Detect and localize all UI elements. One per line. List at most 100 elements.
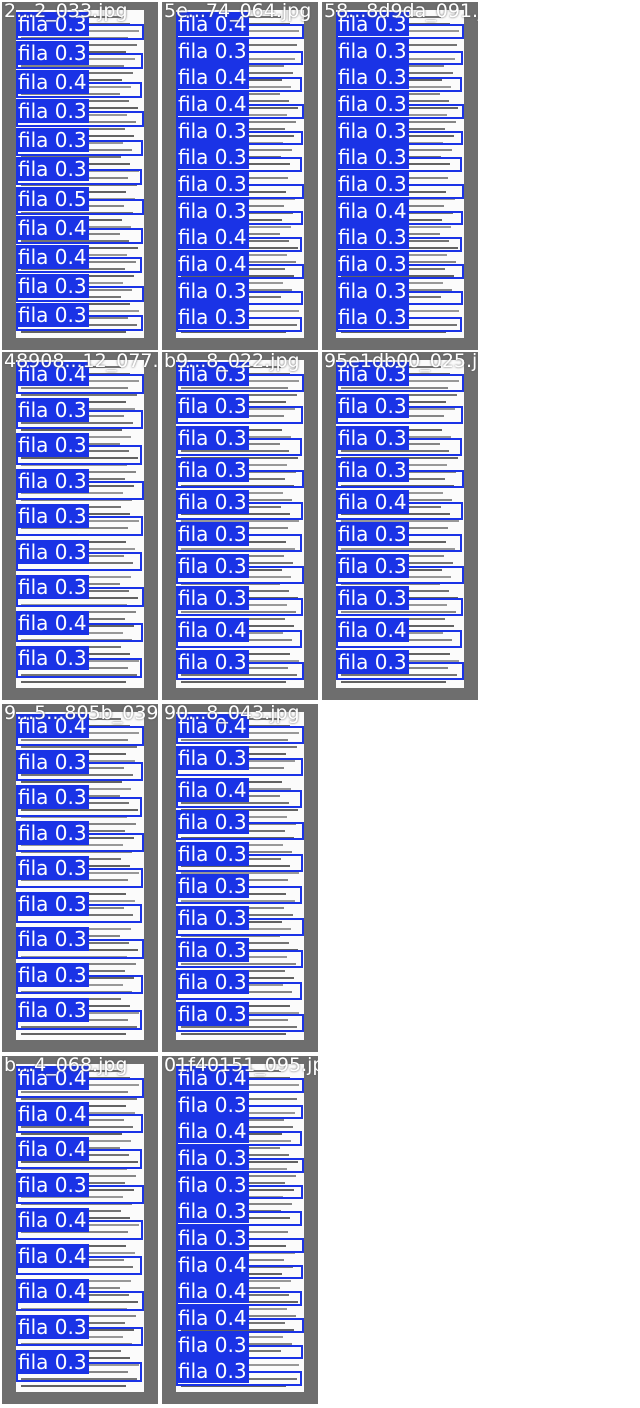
detection-label: fila 0.3 bbox=[16, 820, 89, 845]
detection-label: fila 0.3 bbox=[16, 749, 89, 774]
text-line bbox=[341, 548, 455, 550]
text-line bbox=[181, 275, 294, 277]
text-line bbox=[341, 387, 448, 389]
text-line bbox=[21, 1343, 132, 1345]
detection-label: fila 0.3 bbox=[336, 118, 409, 143]
detection-label: fila 0.3 bbox=[16, 998, 89, 1023]
detection-label: fila 0.3 bbox=[176, 586, 249, 610]
detection-label: fila 0.3 bbox=[16, 504, 89, 529]
text-line bbox=[21, 429, 122, 431]
text-line bbox=[181, 1385, 286, 1387]
text-line bbox=[21, 774, 133, 776]
detection-label: fila 0.3 bbox=[176, 746, 249, 770]
detection-label: fila 0.3 bbox=[336, 65, 409, 90]
image-tile: fila 0.3 fila 0.3 fila 0.3 fila 0.3 fila 0.3… bbox=[162, 352, 318, 700]
text-line bbox=[21, 240, 129, 242]
detection-label: fila 0.3 bbox=[336, 278, 409, 303]
detection-label: fila 0.3 bbox=[176, 1332, 249, 1357]
text-line bbox=[341, 583, 440, 585]
text-line bbox=[21, 422, 133, 424]
detection-label: fila 0.4 bbox=[16, 1137, 89, 1162]
text-line bbox=[341, 520, 459, 522]
detection-label: fila 0.4 bbox=[176, 1306, 249, 1330]
text-line bbox=[21, 387, 128, 389]
detection-label: fila 0.3 bbox=[16, 99, 89, 124]
text-line bbox=[21, 809, 138, 811]
detection-label: fila 0.3 bbox=[16, 12, 89, 36]
detection-label: fila 0.5 bbox=[16, 186, 89, 211]
text-line bbox=[21, 156, 121, 158]
text-line bbox=[21, 1091, 128, 1093]
detection-label: fila 0.4 bbox=[176, 12, 249, 36]
tile-filename: 2...2_033.jpg bbox=[4, 2, 128, 22]
detection-label: fila 0.4 bbox=[176, 778, 249, 802]
detection-label: fila 0.3 bbox=[176, 278, 249, 303]
detection-label: fila 0.3 bbox=[16, 273, 89, 298]
text-line bbox=[21, 681, 126, 683]
text-line bbox=[21, 457, 138, 459]
text-line bbox=[181, 450, 289, 452]
detection-label: fila 0.4 bbox=[16, 610, 89, 635]
detection-label: fila 0.3 bbox=[16, 539, 89, 564]
image-tile: fila 0.4 fila 0.4 fila 0.4 fila 0.3 fila 0.4… bbox=[2, 1056, 158, 1404]
text-line bbox=[341, 142, 443, 144]
detection-label: fila 0.4 bbox=[176, 225, 249, 250]
detection-label: fila 0.4 bbox=[176, 65, 249, 90]
detection-label: fila 0.3 bbox=[336, 145, 409, 170]
detection-label: fila 0.4 bbox=[176, 1279, 249, 1304]
detection-label: fila 0.3 bbox=[176, 1199, 249, 1224]
detection-label: fila 0.4 bbox=[16, 215, 89, 240]
tile-filename: 48908...12_077.jpg bbox=[4, 352, 158, 372]
text-line bbox=[21, 1126, 133, 1128]
text-line bbox=[181, 513, 290, 515]
detection-label: fila 0.3 bbox=[176, 198, 249, 223]
detection-label: fila 0.3 bbox=[176, 362, 249, 386]
text-line bbox=[181, 611, 296, 613]
detection-label: fila 0.3 bbox=[16, 646, 89, 671]
text-line bbox=[341, 450, 449, 452]
detection-label: fila 0.3 bbox=[16, 128, 89, 153]
text-line bbox=[21, 1196, 123, 1198]
detection-label: fila 0.4 bbox=[16, 1101, 89, 1126]
detection-label: fila 0.4 bbox=[336, 618, 409, 642]
text-line bbox=[21, 1378, 137, 1380]
detection-label: fila 0.3 bbox=[336, 426, 409, 450]
text-line bbox=[21, 844, 123, 846]
detection-label: fila 0.3 bbox=[176, 554, 249, 578]
text-line bbox=[341, 513, 450, 515]
text-line bbox=[341, 611, 456, 613]
text-line bbox=[21, 1133, 122, 1135]
detection-label: fila 0.3 bbox=[16, 1350, 89, 1375]
detection-label: fila 0.3 bbox=[176, 305, 249, 330]
detection-label: fila 0.3 bbox=[16, 785, 89, 810]
detection-label: fila 0.4 bbox=[16, 714, 89, 738]
detection-label: fila 0.3 bbox=[176, 490, 249, 514]
text-line bbox=[181, 548, 295, 550]
text-line bbox=[21, 1033, 126, 1035]
detection-label: fila 0.3 bbox=[16, 468, 89, 493]
detection-label: fila 0.3 bbox=[16, 856, 89, 881]
text-line bbox=[21, 781, 122, 783]
detection-label: fila 0.3 bbox=[176, 426, 249, 450]
text-line bbox=[341, 674, 457, 676]
detection-label: fila 0.3 bbox=[176, 874, 249, 898]
text-line bbox=[181, 387, 288, 389]
detection-label: fila 0.3 bbox=[336, 458, 409, 482]
text-line bbox=[181, 674, 297, 676]
text-line bbox=[341, 681, 446, 683]
text-line bbox=[21, 746, 137, 748]
detection-label: fila 0.3 bbox=[16, 1172, 89, 1197]
image-tile: fila 0.4 fila 0.3 fila 0.4 fila 0.3 fila 0.3… bbox=[162, 1056, 318, 1404]
detection-label: fila 0.4 bbox=[16, 70, 89, 95]
image-tile: fila 0.4 fila 0.3 fila 0.4 fila 0.4 fila 0.3… bbox=[162, 2, 318, 350]
image-tile: fila 0.3 fila 0.3 fila 0.3 fila 0.3 fila 0.4… bbox=[322, 352, 478, 700]
detection-label: fila 0.3 bbox=[336, 362, 409, 386]
detection-label: fila 0.3 bbox=[16, 575, 89, 600]
tile-filename: b9...8_022.jpg bbox=[164, 352, 300, 372]
text-line bbox=[181, 739, 288, 741]
detection-label: fila 0.4 bbox=[176, 618, 249, 642]
tile-filename: 58...8d9da_091.jpg bbox=[324, 2, 478, 22]
detection-label: fila 0.3 bbox=[176, 1092, 249, 1117]
text-line bbox=[21, 492, 123, 494]
detection-label: fila 0.4 bbox=[16, 1208, 89, 1233]
